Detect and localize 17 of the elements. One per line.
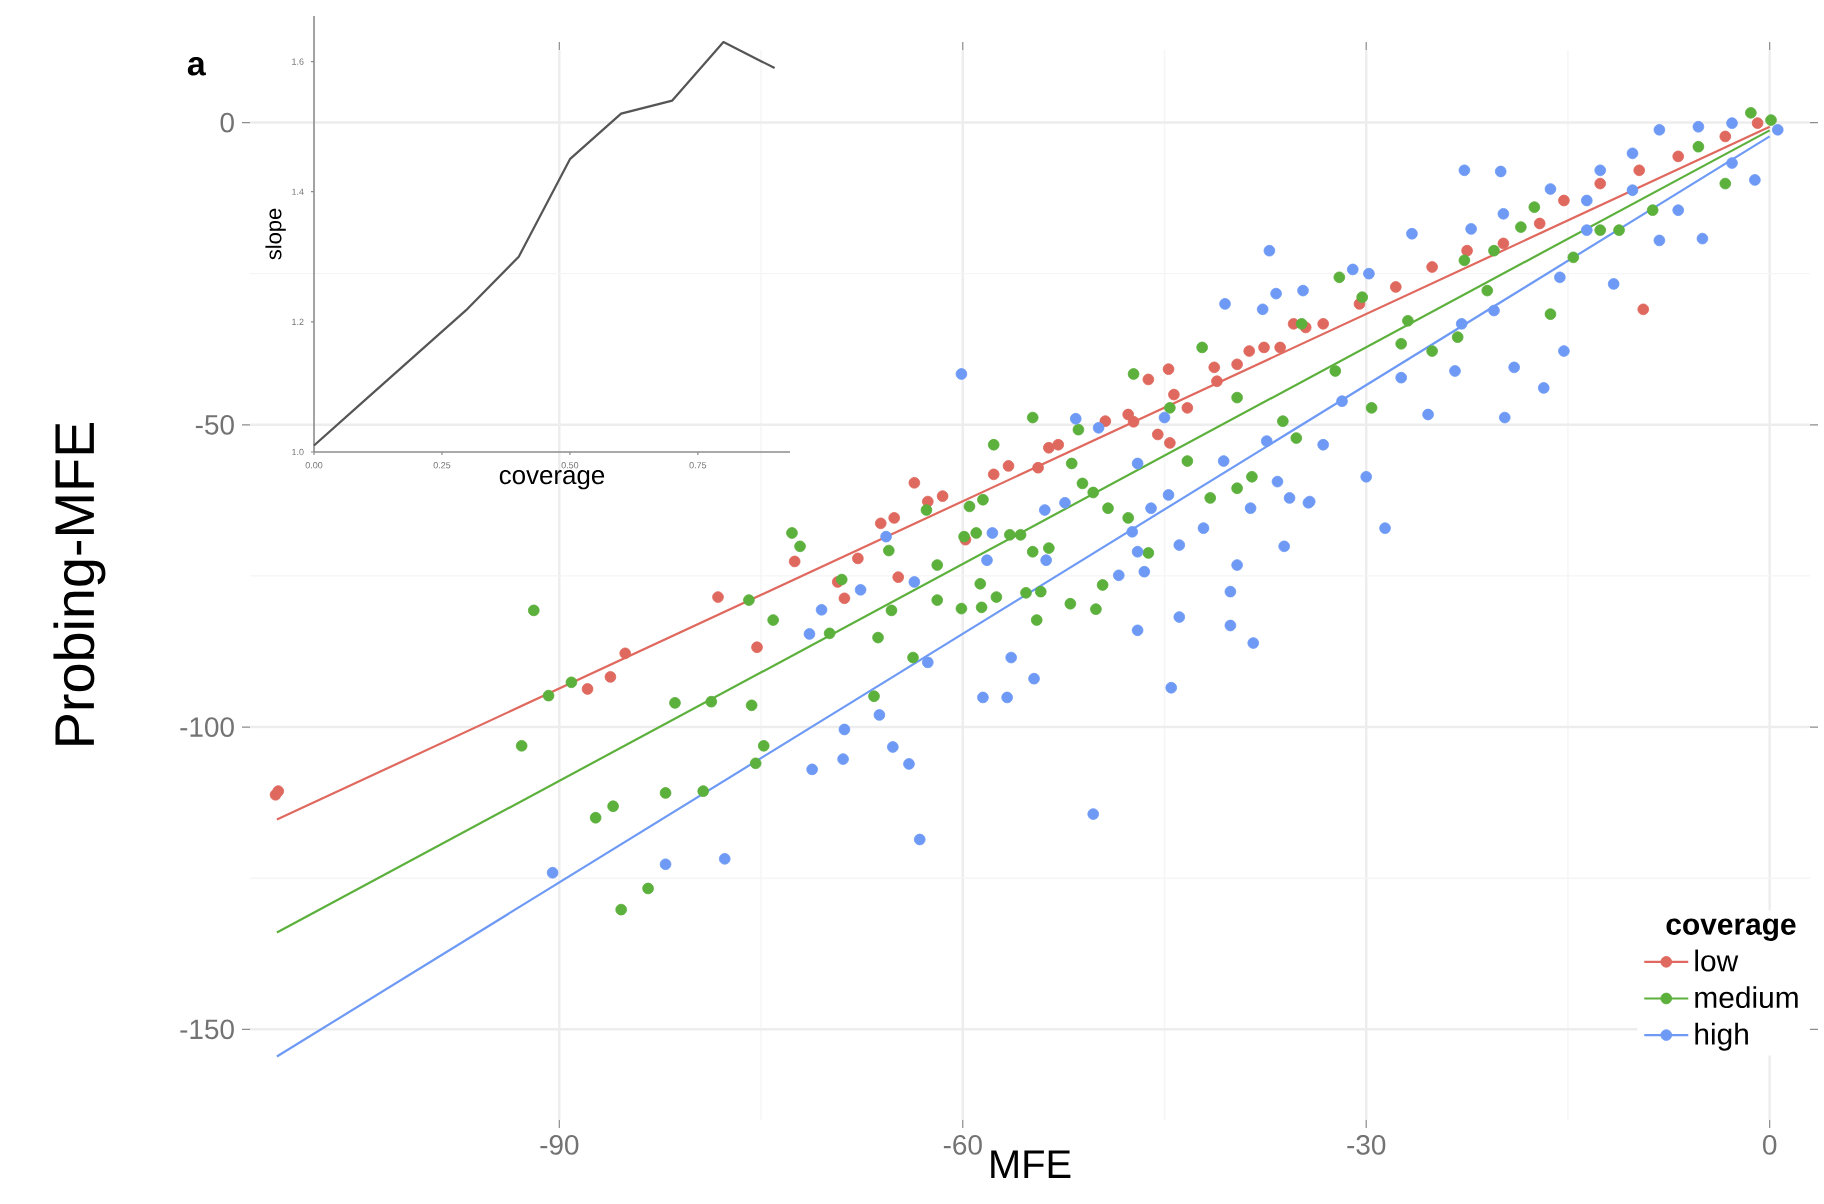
x-tick-label: -90	[540, 1135, 579, 1155]
x-tick-label: -30	[1347, 1135, 1386, 1155]
y-tick-label: 0	[220, 112, 234, 133]
legend-title: coverage	[1666, 918, 1796, 941]
y-tick-label: -100	[180, 717, 234, 737]
y-tick-label: -150	[180, 1019, 234, 1040]
y-tick-label: -50	[195, 414, 234, 435]
x-axis-title: MFE	[991, 1150, 1071, 1178]
x-axis-title: coverage	[499, 470, 605, 490]
x-tick-label: -60	[943, 1135, 982, 1155]
legend-label: medium	[1695, 986, 1798, 1009]
y-axis-title: slope	[265, 208, 286, 260]
text: a	[187, 57, 206, 76]
legend-label: low	[1695, 949, 1739, 972]
legend-label: high	[1695, 1022, 1748, 1051]
y-axis-title: Probing-MFE	[53, 423, 106, 745]
x-tick-label: 0	[1763, 1135, 1777, 1155]
